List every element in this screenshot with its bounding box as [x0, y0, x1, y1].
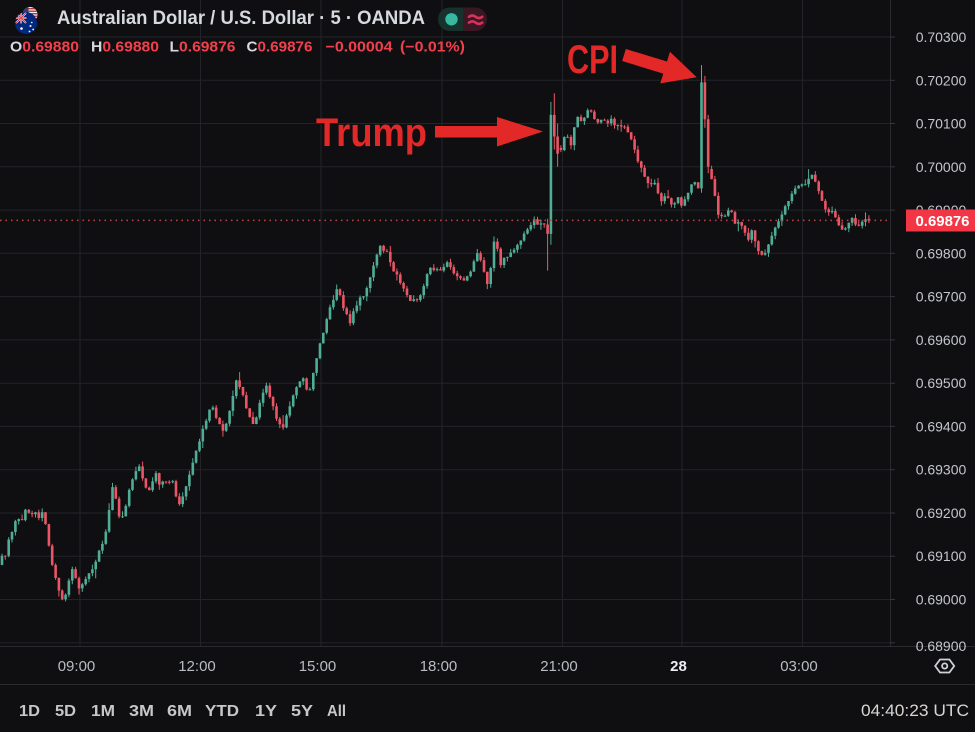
svg-text:0.70100: 0.70100 — [916, 116, 967, 132]
svg-text:28: 28 — [670, 658, 687, 675]
svg-text:CPI: CPI — [567, 38, 618, 82]
svg-text:C0.69876: C0.69876 — [247, 39, 313, 56]
svg-text:0.69400: 0.69400 — [916, 418, 967, 434]
svg-text:−0.00004: −0.00004 — [326, 39, 394, 56]
svg-text:O0.69880: O0.69880 — [10, 39, 79, 56]
svg-text:(−0.01%): (−0.01%) — [400, 39, 465, 56]
svg-text:0.68900: 0.68900 — [916, 638, 967, 654]
svg-text:5Y: 5Y — [291, 703, 313, 720]
svg-text:Trump: Trump — [316, 111, 427, 155]
svg-text:5D: 5D — [55, 703, 76, 720]
svg-text:0.70300: 0.70300 — [916, 29, 967, 45]
svg-text:H0.69880: H0.69880 — [91, 39, 159, 56]
svg-text:04:40:23 UTC: 04:40:23 UTC — [861, 701, 969, 720]
svg-text:YTD: YTD — [205, 703, 239, 720]
svg-text:0.69000: 0.69000 — [916, 592, 967, 608]
svg-text:0.69800: 0.69800 — [916, 245, 967, 261]
svg-text:All: All — [327, 703, 346, 720]
svg-text:0.69300: 0.69300 — [916, 462, 967, 478]
svg-text:3M: 3M — [129, 703, 154, 720]
svg-text:0.70000: 0.70000 — [916, 159, 967, 175]
svg-text:18:00: 18:00 — [420, 658, 458, 675]
svg-text:6M: 6M — [167, 703, 192, 720]
svg-text:1M: 1M — [91, 703, 115, 720]
svg-text:0.69700: 0.69700 — [916, 289, 967, 305]
svg-text:0.69100: 0.69100 — [916, 548, 967, 564]
svg-text:21:00: 21:00 — [540, 658, 578, 675]
svg-text:0.69876: 0.69876 — [916, 214, 970, 230]
svg-text:09:00: 09:00 — [58, 658, 96, 675]
svg-text:0.69600: 0.69600 — [916, 332, 967, 348]
svg-text:L0.69876: L0.69876 — [170, 39, 236, 56]
svg-text:1Y: 1Y — [255, 703, 277, 720]
svg-text:0.69200: 0.69200 — [916, 505, 967, 521]
svg-text:1D: 1D — [19, 703, 40, 720]
svg-text:0.70200: 0.70200 — [916, 72, 967, 88]
svg-text:15:00: 15:00 — [299, 658, 337, 675]
svg-text:Australian Dollar / U.S. Dolla: Australian Dollar / U.S. Dollar · 5 · OA… — [57, 8, 425, 29]
svg-text:0.69500: 0.69500 — [916, 375, 967, 391]
svg-text:03:00: 03:00 — [780, 658, 818, 675]
svg-text:12:00: 12:00 — [178, 658, 216, 675]
